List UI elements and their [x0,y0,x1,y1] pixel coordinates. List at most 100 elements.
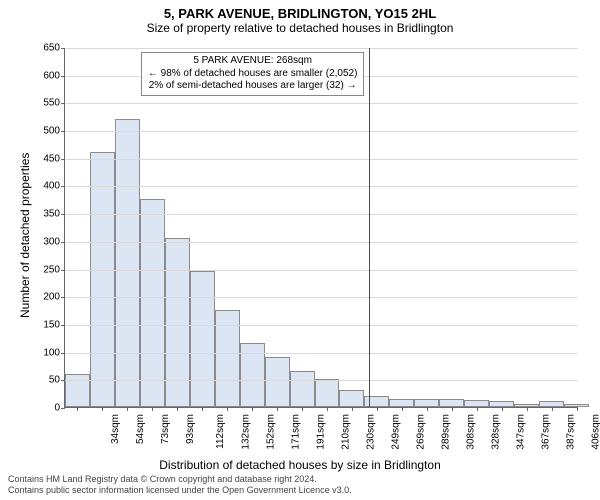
y-tick-mark [61,325,65,326]
x-tick-mark [252,407,253,411]
x-tick-mark [377,407,378,411]
y-tick-mark [61,270,65,271]
annotation-box: 5 PARK AVENUE: 268sqm ← 98% of detached … [141,52,365,96]
x-tick-mark [552,407,553,411]
x-tick-label: 308sqm [465,414,476,450]
x-tick-mark [102,407,103,411]
x-tick-label: 191sqm [316,414,327,450]
gridline [65,297,578,298]
gridline [65,270,578,271]
x-tick-label: 210sqm [341,414,352,450]
y-tick-mark [61,242,65,243]
x-tick-mark [477,407,478,411]
x-tick-label: 112sqm [215,414,226,449]
x-tick-mark [502,407,503,411]
y-tick-mark [61,380,65,381]
x-tick-label: 406sqm [590,414,600,450]
y-tick-label: 50 [26,375,60,386]
bar [65,374,90,407]
bar [315,379,340,407]
bar [140,199,165,407]
y-tick-mark [61,76,65,77]
y-tick-mark [61,353,65,354]
gridline [65,214,578,215]
bar [364,396,389,407]
x-tick-label: 93sqm [185,414,196,444]
x-tick-label: 249sqm [391,414,402,450]
y-tick-label: 500 [26,126,60,137]
footer-line1: Contains HM Land Registry data © Crown c… [8,474,352,485]
y-tick-mark [61,131,65,132]
gridline [65,159,578,160]
footer-line2: Contains public sector information licen… [8,485,352,496]
y-tick-mark [61,408,65,409]
x-tick-label: 34sqm [110,414,121,444]
x-tick-mark [277,407,278,411]
bar [439,399,464,407]
gridline [65,353,578,354]
chart-title-line1: 5, PARK AVENUE, BRIDLINGTON, YO15 2HL [0,0,600,21]
x-tick-mark [427,407,428,411]
x-tick-mark [402,407,403,411]
y-tick-mark [61,214,65,215]
annotation-line2: ← 98% of detached houses are smaller (2,… [148,68,358,81]
x-tick-label: 132sqm [241,414,252,450]
y-tick-mark [61,186,65,187]
x-tick-label: 230sqm [366,414,377,450]
x-tick-label: 328sqm [490,414,501,450]
x-tick-mark [202,407,203,411]
x-tick-label: 289sqm [440,414,451,450]
x-tick-mark [227,407,228,411]
gridline [65,103,578,104]
x-tick-mark [152,407,153,411]
x-tick-label: 347sqm [515,414,526,450]
x-tick-mark [527,407,528,411]
y-tick-mark [61,297,65,298]
bar [90,152,115,407]
gridline [65,380,578,381]
plot-area: 5 PARK AVENUE: 268sqm ← 98% of detached … [64,48,578,408]
bar [414,399,439,407]
x-tick-mark [127,407,128,411]
x-tick-label: 152sqm [266,414,277,450]
annotation-line1: 5 PARK AVENUE: 268sqm [148,55,358,68]
x-tick-mark [327,407,328,411]
x-tick-label: 387sqm [565,414,576,450]
footer: Contains HM Land Registry data © Crown c… [8,474,352,496]
gridline [65,242,578,243]
y-tick-mark [61,159,65,160]
bar [115,119,140,407]
bar [190,271,215,407]
bar [290,371,315,407]
bar [389,399,414,407]
y-tick-mark [61,48,65,49]
y-tick-label: 100 [26,347,60,358]
x-tick-label: 269sqm [415,414,426,450]
gridline [65,131,578,132]
y-tick-label: 650 [26,43,60,54]
y-tick-label: 150 [26,319,60,330]
x-tick-mark [302,407,303,411]
y-axis-label: Number of detached properties [18,153,32,318]
y-tick-mark [61,103,65,104]
reference-line [369,48,370,407]
bar [165,238,190,407]
x-tick-mark [77,407,78,411]
bar [464,400,489,407]
bar [265,357,290,407]
x-tick-mark [577,407,578,411]
annotation-line3: 2% of semi-detached houses are larger (3… [148,80,358,93]
y-tick-label: 0 [26,403,60,414]
y-tick-label: 600 [26,70,60,81]
x-tick-label: 367sqm [540,414,551,450]
gridline [65,48,578,49]
chart-container: 5, PARK AVENUE, BRIDLINGTON, YO15 2HL Si… [0,0,600,500]
x-tick-label: 54sqm [135,414,146,444]
bar [339,390,364,407]
gridline [65,186,578,187]
x-tick-mark [177,407,178,411]
x-axis-label: Distribution of detached houses by size … [0,458,600,472]
x-tick-label: 73sqm [160,414,171,444]
x-tick-mark [352,407,353,411]
x-tick-mark [452,407,453,411]
